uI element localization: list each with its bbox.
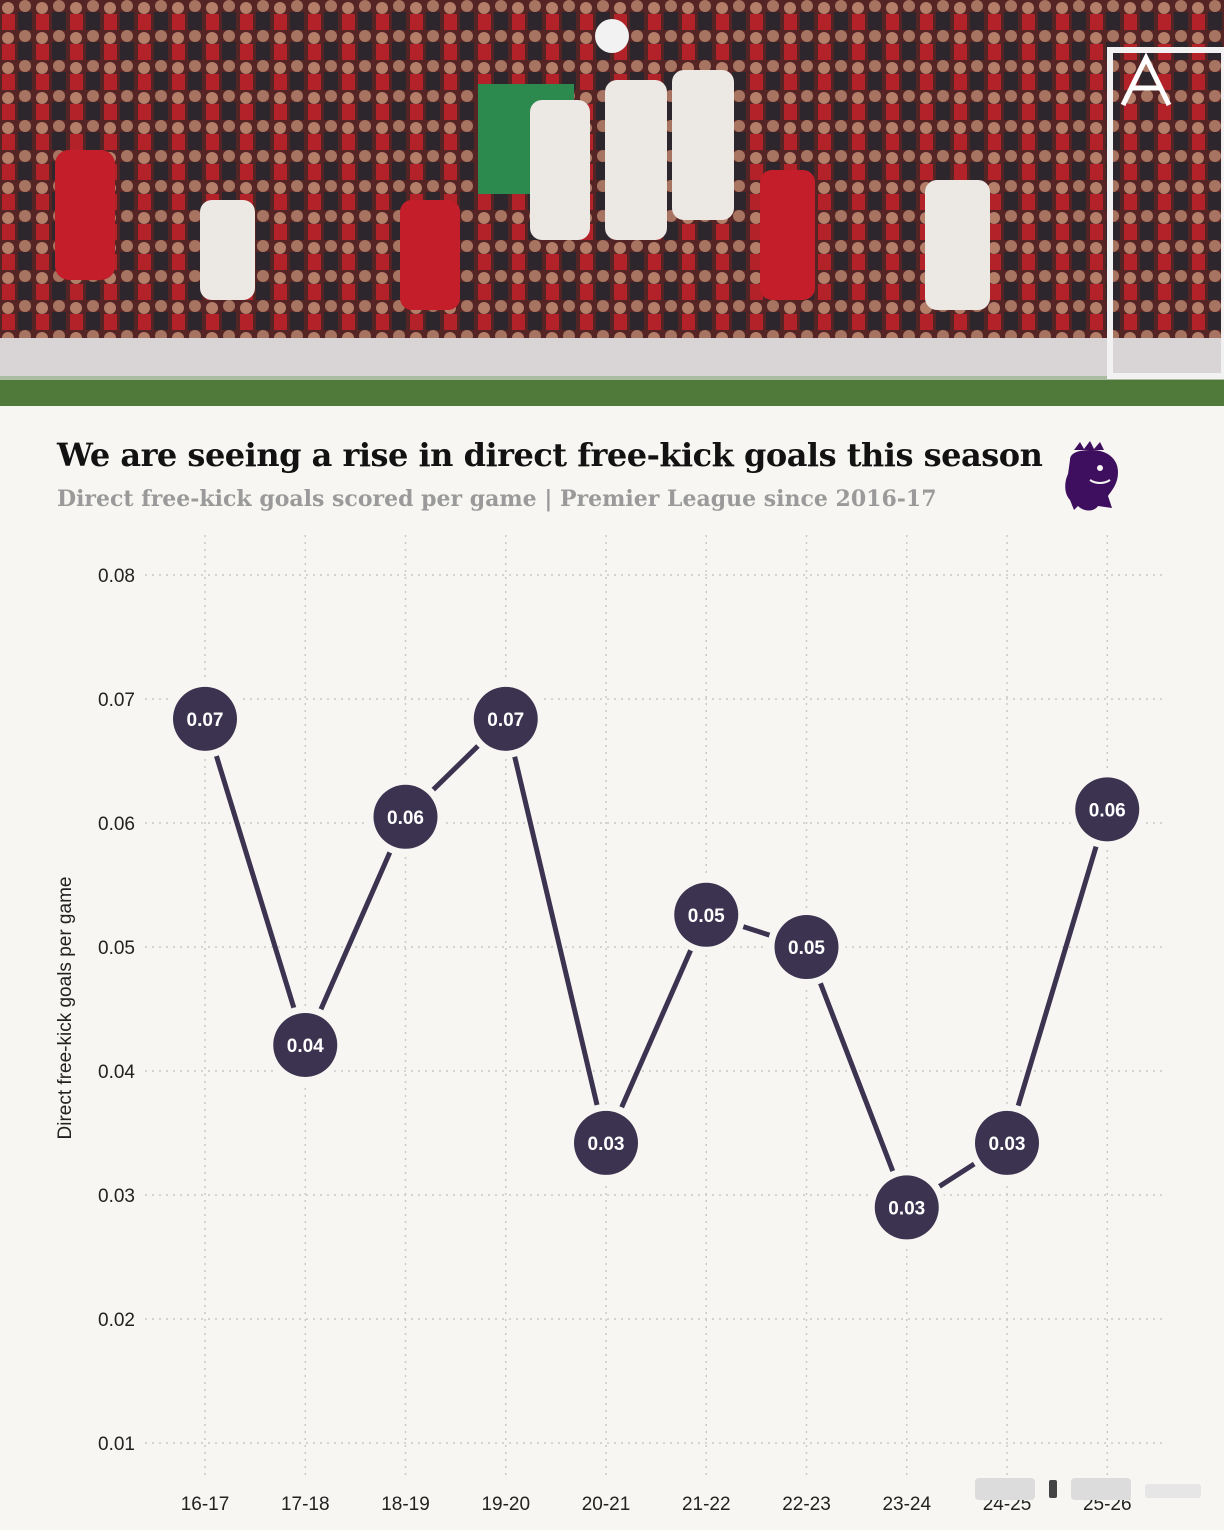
data-label: 0.06 bbox=[1089, 800, 1126, 821]
players bbox=[55, 19, 990, 310]
x-tick-label: 21-22 bbox=[682, 1494, 731, 1515]
data-label: 0.06 bbox=[387, 808, 424, 829]
y-tick-label: 0.04 bbox=[98, 1062, 135, 1083]
data-point bbox=[473, 686, 538, 751]
x-tick-label: 22-23 bbox=[782, 1494, 831, 1515]
line-segment bbox=[302, 814, 408, 1048]
x-tick-label: 16-17 bbox=[181, 1494, 230, 1515]
y-tick-label: 0.06 bbox=[98, 814, 135, 835]
data-point bbox=[975, 1110, 1039, 1175]
x-gridlines bbox=[204, 535, 1108, 1475]
data-points: 0.07 0.04 0.06 0.07 0.03 0.05 0.05 0.03 0.03 0.06 bbox=[166, 679, 1147, 1247]
y-tick-label: 0.03 bbox=[98, 1186, 135, 1207]
line-segment bbox=[603, 912, 709, 1146]
y-tick-label: 0.07 bbox=[98, 690, 135, 711]
y-tick-label: 0.05 bbox=[98, 938, 135, 959]
data-label: 0.07 bbox=[487, 710, 524, 731]
data-label: 0.07 bbox=[187, 710, 224, 731]
x-tick-label: 20-21 bbox=[582, 1494, 631, 1515]
data-label: 0.05 bbox=[788, 938, 825, 959]
the-athletic-a-icon bbox=[1120, 52, 1172, 107]
y-tick-labels: 0.08 0.07 0.06 0.05 0.04 0.03 0.02 0.01 bbox=[98, 566, 135, 1455]
y-axis-label: Direct free-kick goals per game bbox=[55, 876, 76, 1140]
chart-title: We are seeing a rise in direct free-kick… bbox=[57, 436, 1043, 474]
data-label: 0.04 bbox=[287, 1036, 324, 1057]
data-label: 0.03 bbox=[588, 1134, 625, 1155]
data-label: 0.03 bbox=[989, 1134, 1026, 1155]
line-segment bbox=[202, 716, 308, 1048]
x-tick-label: 18-19 bbox=[381, 1494, 430, 1515]
data-point bbox=[774, 915, 839, 979]
x-tick-label: 19-20 bbox=[481, 1494, 530, 1515]
line-segment bbox=[503, 716, 609, 1146]
data-label: 0.03 bbox=[888, 1198, 925, 1219]
data-point bbox=[674, 882, 739, 947]
line-chart: 0.08 0.07 0.06 0.05 0.04 0.03 0.02 0.01 16-17 17… bbox=[98, 535, 1165, 1515]
chart-subtitle: Direct free-kick goals scored per game |… bbox=[57, 486, 937, 512]
data-point bbox=[1075, 777, 1140, 842]
y-tick-label: 0.02 bbox=[98, 1310, 135, 1331]
watermark-icon bbox=[975, 1478, 1201, 1500]
y-tick-label: 0.08 bbox=[98, 566, 135, 587]
data-point bbox=[173, 686, 237, 751]
line-segment bbox=[804, 944, 910, 1210]
y-tick-label: 0.01 bbox=[98, 1434, 135, 1455]
data-point bbox=[373, 784, 438, 849]
football-photo bbox=[0, 0, 1224, 406]
data-point bbox=[874, 1175, 939, 1240]
line-segment bbox=[1004, 806, 1110, 1146]
data-label: 0.05 bbox=[688, 906, 725, 927]
data-point bbox=[273, 1012, 338, 1077]
x-tick-label: 17-18 bbox=[281, 1494, 330, 1515]
data-point bbox=[574, 1110, 638, 1175]
x-tick-label: 23-24 bbox=[882, 1494, 931, 1515]
premier-league-lion-icon bbox=[1065, 441, 1118, 511]
